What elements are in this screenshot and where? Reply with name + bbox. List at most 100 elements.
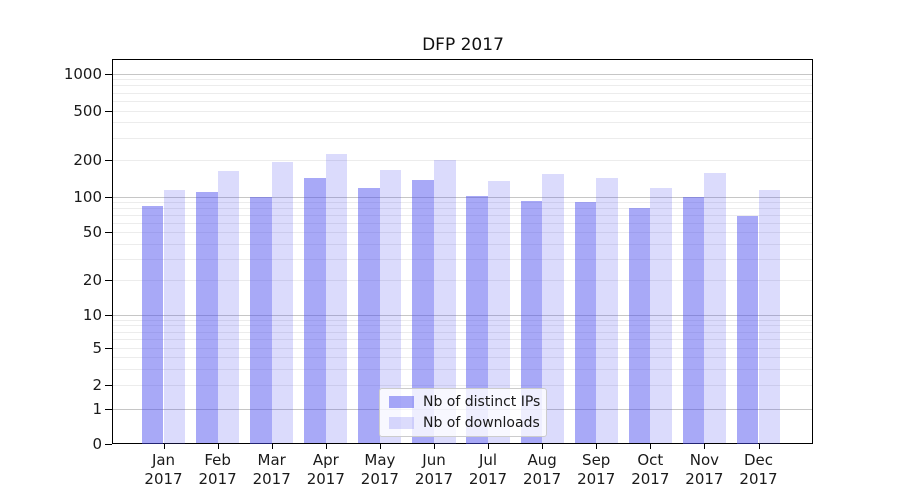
bar-distinct-ips-nov <box>682 196 705 444</box>
minor-gridline-200 <box>113 159 812 161</box>
legend-swatch-distinct-ips <box>389 396 414 408</box>
minor-gridline-4 <box>113 357 812 358</box>
major-gridline-10 <box>113 314 812 316</box>
minor-gridline-40 <box>113 243 812 245</box>
bar-downloads-nov <box>704 173 726 444</box>
y-tick-mark-100 <box>105 196 112 198</box>
minor-gridline-50 <box>113 232 812 233</box>
x-tick-mark-jan <box>163 444 165 449</box>
x-tick-label-jul: Jul 2017 <box>468 451 508 488</box>
x-tick-label-jun: Jun 2017 <box>414 451 454 488</box>
y-tick-label-2: 2 <box>92 376 102 394</box>
x-tick-label-mar: Mar 2017 <box>252 451 291 488</box>
x-tick-label-jan: Jan 2017 <box>144 451 183 488</box>
minor-gridline-30 <box>113 258 812 260</box>
minor-gridline-9 <box>113 319 812 321</box>
minor-gridline-80 <box>113 207 812 209</box>
y-tick-label-20: 20 <box>82 271 102 289</box>
legend-swatch-downloads <box>389 417 414 429</box>
bar-distinct-ips-oct <box>628 207 651 444</box>
x-tick-mark-jul <box>488 444 489 449</box>
minor-gridline-6 <box>113 339 812 341</box>
x-tick-mark-apr <box>325 444 327 449</box>
y-tick-label-50: 50 <box>82 223 102 241</box>
legend-entry-downloads: Nb of downloads <box>389 415 546 431</box>
bar-downloads-may <box>379 170 402 444</box>
bar-distinct-ips-mar <box>250 196 272 444</box>
bar-downloads-aug <box>542 173 564 444</box>
x-tick-mark-mar <box>271 444 273 449</box>
x-tick-mark-nov <box>704 444 706 449</box>
y-tick-label-500: 500 <box>73 101 102 120</box>
minor-gridline-8 <box>113 325 812 327</box>
minor-gridline-90 <box>113 201 812 203</box>
minor-gridline-20 <box>113 280 812 281</box>
y-tick-mark-10 <box>105 314 112 316</box>
bar-distinct-ips-jun <box>412 180 434 444</box>
y-tick-mark-1 <box>105 409 112 410</box>
x-tick-mark-feb <box>217 444 219 449</box>
y-tick-label-5: 5 <box>92 339 102 357</box>
y-tick-mark-50 <box>105 232 112 233</box>
bar-downloads-sep <box>596 177 618 444</box>
y-tick-label-1000: 1000 <box>63 64 102 83</box>
chart-title: DFP 2017 <box>422 35 504 55</box>
bar-distinct-ips-jan <box>141 206 164 444</box>
y-tick-mark-500 <box>105 110 112 112</box>
x-tick-mark-aug <box>542 444 544 449</box>
bar-distinct-ips-dec <box>736 215 759 444</box>
x-tick-label-feb: Feb 2017 <box>198 451 237 488</box>
minor-gridline-800 <box>113 85 812 87</box>
major-gridline-1000 <box>113 73 812 75</box>
legend-label-downloads: Nb of downloads <box>423 415 540 431</box>
y-tick-mark-5 <box>105 348 112 349</box>
bar-distinct-ips-aug <box>520 200 543 444</box>
minor-gridline-70 <box>113 214 812 216</box>
legend-entry-distinct-ips: Nb of distinct IPs <box>389 394 546 410</box>
minor-gridline-600 <box>113 100 812 102</box>
bar-distinct-ips-may <box>358 188 380 444</box>
y-tick-mark-20 <box>105 280 112 281</box>
x-tick-label-sep: Sep 2017 <box>577 451 616 488</box>
minor-gridline-700 <box>113 92 812 94</box>
y-tick-label-1: 1 <box>92 400 102 418</box>
y-tick-mark-0 <box>105 443 112 445</box>
x-tick-label-oct: Oct 2017 <box>631 451 670 488</box>
legend-label-distinct-ips: Nb of distinct IPs <box>423 394 541 410</box>
x-tick-label-dec: Dec 2017 <box>739 451 778 488</box>
bar-distinct-ips-jul <box>466 196 488 444</box>
minor-gridline-400 <box>113 122 812 124</box>
x-tick-mark-oct <box>650 444 652 449</box>
minor-gridline-3 <box>113 368 812 370</box>
x-tick-mark-dec <box>758 444 760 449</box>
legend: Nb of distinct IPs Nb of downloads <box>379 388 547 437</box>
minor-gridline-300 <box>113 137 812 139</box>
x-tick-mark-may <box>379 444 381 449</box>
bar-distinct-ips-apr <box>304 177 326 444</box>
plot-area <box>112 59 813 444</box>
minor-gridline-2 <box>113 385 812 386</box>
minor-gridline-500 <box>113 110 812 112</box>
bar-distinct-ips-sep <box>574 201 597 444</box>
bar-downloads-dec <box>758 189 781 444</box>
bar-downloads-oct <box>650 188 672 444</box>
y-tick-label-10: 10 <box>82 305 102 324</box>
bar-downloads-mar <box>271 161 294 444</box>
y-tick-mark-1000 <box>105 73 112 75</box>
minor-gridline-900 <box>113 79 812 81</box>
major-gridline-100 <box>113 196 812 198</box>
bar-downloads-jun <box>434 159 456 444</box>
bar-downloads-jul <box>488 181 510 444</box>
y-tick-mark-200 <box>105 159 112 161</box>
x-tick-mark-jun <box>434 444 435 449</box>
x-tick-label-may: May 2017 <box>360 451 399 488</box>
y-tick-label-0: 0 <box>92 434 102 453</box>
minor-gridline-5 <box>113 348 812 349</box>
x-tick-mark-sep <box>596 444 598 449</box>
y-tick-label-100: 100 <box>73 187 102 206</box>
bar-downloads-apr <box>325 154 348 444</box>
y-tick-label-200: 200 <box>73 150 102 169</box>
x-tick-label-nov: Nov 2017 <box>685 451 724 488</box>
bar-downloads-feb <box>217 171 240 444</box>
